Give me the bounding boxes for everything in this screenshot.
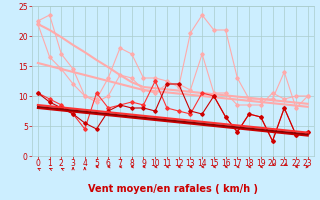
X-axis label: Vent moyen/en rafales ( km/h ): Vent moyen/en rafales ( km/h ) — [88, 184, 258, 194]
